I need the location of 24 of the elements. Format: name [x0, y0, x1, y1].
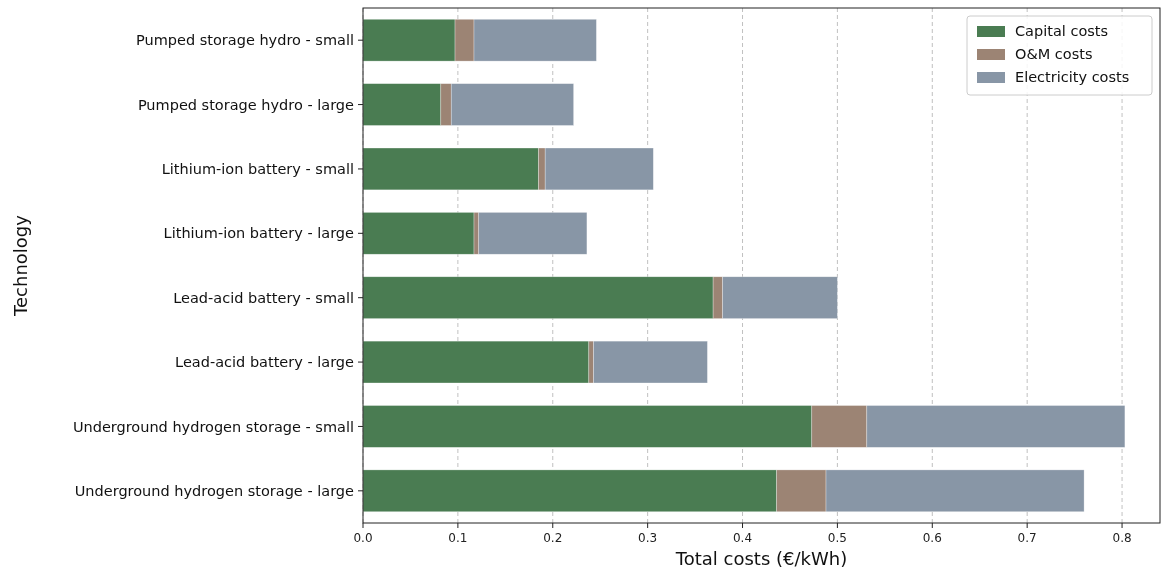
x-tick-label: 0.0: [353, 531, 373, 545]
y-tick-label: Pumped storage hydro - large: [137, 96, 355, 113]
x-tick-label: 0.5: [827, 531, 847, 545]
bar: [362, 212, 475, 255]
x-tick-label: 0.1: [448, 531, 468, 545]
x-axis-title: Total costs (€/kWh): [674, 548, 848, 569]
x-tick-label: 0.7: [1017, 531, 1037, 545]
x-tick-label: 0.4: [732, 531, 753, 545]
legend-label: Capital costs: [1015, 23, 1109, 39]
y-tick-label: Underground hydrogen storage - large: [74, 482, 355, 499]
x-tick-label: 0.2: [543, 531, 563, 545]
y-tick-label: Lead-acid battery - large: [175, 354, 355, 371]
y-tick-label: Lithium-ion battery - small: [161, 161, 354, 178]
x-tick-label: 0.6: [922, 531, 942, 545]
y-tick-label: Pumped storage hydro - small: [136, 32, 354, 49]
y-tick-label: Lead-acid battery - small: [173, 289, 354, 306]
y-tick-label: Lithium-ion battery - large: [163, 225, 355, 242]
x-tick-label: 0.8: [1112, 531, 1132, 545]
legend-label: O&M costs: [1015, 46, 1093, 62]
y-tick-label: Underground hydrogen storage - small: [72, 418, 354, 435]
bar: [362, 340, 590, 384]
y-axis-title: Technology: [10, 214, 31, 317]
x-tick-label: 0.3: [638, 531, 658, 545]
legend-label: Electricity costs: [1015, 69, 1130, 85]
